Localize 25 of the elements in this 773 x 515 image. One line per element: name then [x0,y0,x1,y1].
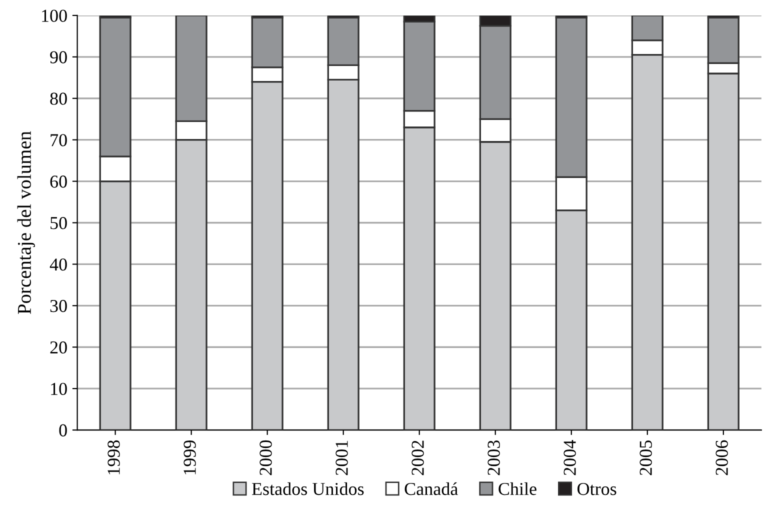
x-tick-label: 2006 [716,440,728,476]
x-tick-label: 2001 [336,440,348,476]
x-tick-label: 2004 [564,440,576,476]
legend-label: Canadá [404,482,458,496]
y-axis-title: Porcentaje del volumen [17,131,35,314]
y-tick-label: 60 [50,176,67,188]
legend-label: Chile [498,482,536,496]
y-tick-label: 30 [50,300,67,312]
x-tick-label: 2003 [488,440,500,476]
y-tick-label: 70 [50,134,67,146]
y-tick-label: 20 [50,341,67,354]
x-tick-label: 1998 [108,440,120,474]
y-tick-label: 10 [51,382,67,396]
y-tick-label: 90 [50,51,67,64]
y-tick-label: 0 [59,424,67,436]
x-tick-label: 2002 [412,440,424,476]
x-tick-label: 1999 [184,440,196,474]
legend-label: Estados Unidos [252,482,364,496]
y-tick-label: 40 [50,258,67,271]
legend-label: Otros [578,482,616,496]
y-tick-label: 80 [50,92,67,105]
y-tick-label: 100 [42,10,67,22]
x-tick-label: 2000 [260,440,272,476]
y-tick-label: 50 [50,216,67,230]
x-tick-label: 2005 [640,440,652,476]
